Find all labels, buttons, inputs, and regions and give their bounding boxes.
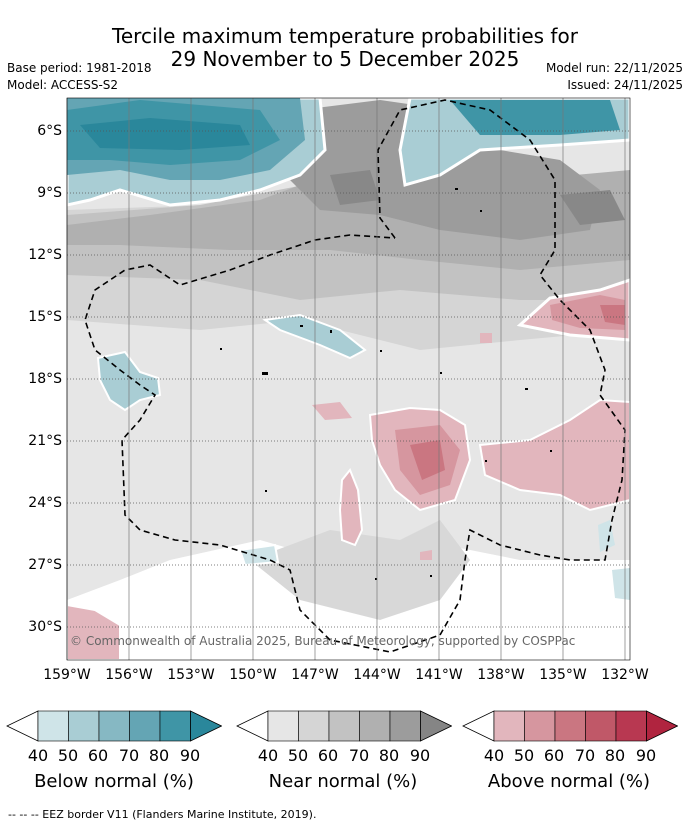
- lon-label: 153°W: [167, 667, 215, 683]
- colorbar-below-normal: [6, 710, 222, 742]
- colorbar-below-tick: 40: [27, 746, 49, 765]
- model-run-label: Model run: 22/11/2025: [545, 61, 683, 75]
- lon-label: 132°W: [601, 667, 649, 683]
- base-period-label: Base period: 1981-2018: [7, 61, 152, 75]
- lon-label: 144°W: [353, 667, 401, 683]
- colorbar-near-tick: 90: [409, 746, 431, 765]
- issued-label: Issued: 24/11/2025: [567, 78, 683, 92]
- colorbar-below-segment: [37, 710, 69, 742]
- colorbar-above-segment: [585, 710, 617, 742]
- colorbar-below-high-arrow: [190, 710, 222, 742]
- above-normal-east-region: [478, 398, 630, 512]
- colorbar-below-tick: 80: [148, 746, 170, 765]
- lon-label: 138°W: [477, 667, 525, 683]
- colorbar-below-segment: [159, 710, 191, 742]
- copyright-notice: © Commonwealth of Australia 2025, Bureau…: [70, 634, 576, 648]
- lon-label: 147°W: [291, 667, 339, 683]
- lon-label: 135°W: [539, 667, 587, 683]
- colorbar-below-low-arrow: [6, 710, 39, 742]
- colorbar-above-tick: 50: [513, 746, 535, 765]
- lon-label: 150°W: [229, 667, 277, 683]
- probability-map: [66, 97, 631, 661]
- colorbar-above-tick: 60: [543, 746, 565, 765]
- below-normal-top-right-80-region: [450, 100, 620, 135]
- colorbar-above-tick: 70: [574, 746, 596, 765]
- colorbar-near-segment: [389, 710, 421, 742]
- colorbar-near-segment: [328, 710, 360, 742]
- colorbar-near-low-arrow: [236, 710, 269, 742]
- colorbar-near-tick: 80: [378, 746, 400, 765]
- map-frame: [66, 97, 631, 661]
- colorbar-below-segment: [129, 710, 161, 742]
- lat-label: 15°S: [28, 309, 62, 325]
- colorbar-near-segment: [359, 710, 391, 742]
- colorbar-above-tick: 80: [604, 746, 626, 765]
- colorbar-near-segment: [267, 710, 299, 742]
- lat-label: 30°S: [28, 619, 62, 635]
- colorbar-near-tick: 50: [287, 746, 309, 765]
- model-label: Model: ACCESS-S2: [7, 78, 119, 92]
- colorbar-near-title: Near normal (%): [268, 771, 418, 792]
- colorbar-above-segment: [493, 710, 525, 742]
- eez-legend: -- -- -- EEZ border V11 (Flanders Marine…: [8, 808, 317, 821]
- lat-label: 24°S: [28, 495, 62, 511]
- colorbar-above-segment: [554, 710, 586, 742]
- above-normal-centre-70-region: [410, 440, 445, 480]
- colorbar-below-title: Below normal (%): [34, 771, 194, 792]
- above-normal-right-70-region: [600, 305, 625, 325]
- above-normal-bottom-left-region: [67, 603, 121, 660]
- colorbar-above-normal: [462, 710, 678, 742]
- colorbar-below-tick: 50: [57, 746, 79, 765]
- colorbar-near-high-arrow: [420, 710, 452, 742]
- above-normal-column-region: [338, 468, 364, 547]
- colorbar-above-tick: 90: [635, 746, 657, 765]
- title-line-1: Tercile maximum temperature probabilitie…: [112, 24, 578, 48]
- lat-label: 12°S: [28, 247, 62, 263]
- near-normal-90-region: [330, 170, 625, 225]
- near-normal-lower-region: [250, 520, 470, 620]
- colorbar-above-high-arrow: [646, 710, 678, 742]
- colorbar-above-title: Above normal (%): [487, 771, 651, 792]
- lon-label: 141°W: [415, 667, 463, 683]
- colorbar-above-segment: [524, 710, 556, 742]
- colorbar-near-normal: [236, 710, 452, 742]
- colorbar-below-tick: 70: [118, 746, 140, 765]
- below-normal-top-left-90-region: [80, 118, 250, 150]
- colorbar-near-tick: 40: [257, 746, 279, 765]
- colorbar-below-segment: [98, 710, 130, 742]
- eez-border-line: [84, 99, 626, 653]
- colorbar-below-tick: 60: [87, 746, 109, 765]
- colorbar-below-tick: 90: [179, 746, 201, 765]
- lon-label: 159°W: [43, 667, 91, 683]
- lat-label: 18°S: [28, 371, 62, 387]
- colorbar-near-tick: 70: [348, 746, 370, 765]
- lat-gridlines: [67, 130, 630, 628]
- colorbar-above-segment: [615, 710, 647, 742]
- colorbar-above-tick: 40: [483, 746, 505, 765]
- below-normal-small-region: [238, 543, 280, 567]
- below-normal-right-small-region: [598, 520, 630, 600]
- colorbar-above-low-arrow: [462, 710, 495, 742]
- title-line-2: 29 November to 5 December 2025: [170, 47, 520, 71]
- lat-label: 21°S: [28, 433, 62, 449]
- colorbar-near-segment: [298, 710, 330, 742]
- lat-label: 27°S: [28, 557, 62, 573]
- island-markers: [220, 188, 552, 580]
- lon-label: 156°W: [105, 667, 153, 683]
- lat-label: 9°S: [37, 185, 62, 201]
- lat-label: 6°S: [37, 123, 62, 139]
- colorbar-near-tick: 60: [317, 746, 339, 765]
- colorbar-below-segment: [68, 710, 100, 742]
